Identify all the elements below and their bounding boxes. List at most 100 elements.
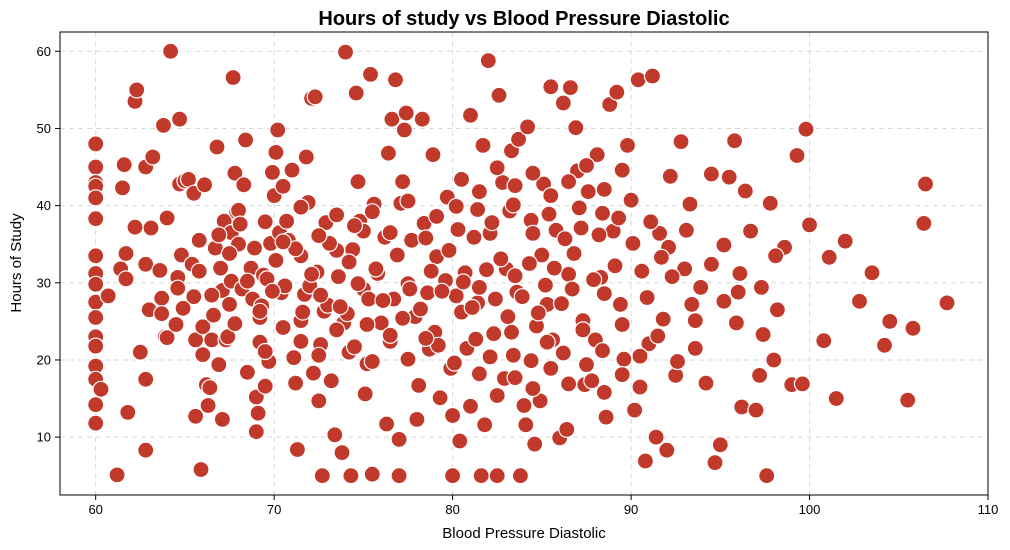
data-point [938,294,956,312]
data-point [249,404,267,422]
data-point [618,136,637,154]
data-point [567,119,585,137]
data-point [788,146,806,165]
data-point [797,120,815,138]
data-point [381,224,399,242]
data-point [461,106,480,124]
data-point [142,219,160,237]
data-point [390,467,408,485]
data-point [304,364,322,382]
data-point [251,302,269,320]
data-point [196,176,214,194]
data-point [766,247,785,265]
data-point [117,270,135,288]
data-point [488,159,506,177]
data-point [729,283,747,301]
data-point [328,321,346,339]
data-point [595,180,613,198]
data-point [479,51,497,70]
data-point [363,352,381,371]
data-point [162,42,180,60]
data-point [754,325,772,344]
x-tick-label: 60 [88,502,102,517]
data-point [203,286,221,304]
data-point [899,391,917,409]
data-point [306,88,324,106]
data-point [158,329,176,347]
data-point [486,290,504,308]
data-point [194,346,212,364]
data-point [768,301,787,319]
chart-title: Hours of study vs Blood Pressure Diastol… [318,8,729,30]
data-point [137,441,155,459]
data-point [711,436,729,454]
data-point [363,203,381,221]
data-point [220,295,239,313]
data-point [570,199,588,217]
data-point [542,78,560,96]
data-point [793,375,812,393]
data-point [584,271,603,289]
data-point [545,259,563,277]
data-point [201,379,219,397]
data-point [329,268,347,286]
data-point [631,347,649,365]
data-point [87,396,105,414]
data-point [256,377,274,395]
data-point [126,218,144,236]
data-point [192,460,210,479]
data-point [559,375,578,393]
data-point [827,389,845,408]
data-point [577,356,596,374]
data-point [542,359,560,377]
data-point [850,292,869,310]
data-point [747,401,765,419]
data-point [727,314,746,332]
data-point [488,467,506,485]
data-point [506,267,524,285]
data-point [449,220,467,239]
data-point [650,224,669,242]
data-point [336,43,355,61]
data-point [463,298,481,317]
data-point [451,432,469,450]
data-point [297,148,315,166]
data-point [113,179,132,197]
data-point [595,285,613,303]
data-point [360,290,378,308]
data-point [174,299,192,317]
data-point [538,333,556,351]
data-point [326,426,344,444]
data-point [638,288,656,307]
data-point [256,213,274,231]
data-point [654,310,672,328]
data-point [417,229,435,247]
data-point [613,161,631,179]
plot-frame [59,31,989,496]
data-point [219,328,237,346]
data-point [408,410,426,428]
data-point [383,110,401,128]
data-point [356,385,374,403]
data-point [403,231,421,249]
data-point [642,213,660,231]
data-point [875,336,894,354]
data-point [312,286,330,304]
data-point [467,330,485,348]
data-point [424,146,442,164]
data-point [629,71,647,89]
data-point [686,339,704,357]
data-point [367,260,385,278]
data-point [153,305,171,323]
x-tick-label: 110 [978,502,999,517]
data-point [765,351,783,369]
data-point [399,350,417,368]
data-point [761,194,779,212]
data-point [204,306,223,324]
data-point [509,130,528,148]
data-point [388,246,406,264]
data-point [565,244,583,263]
y-tick-label: 20 [37,352,51,367]
data-point [681,195,699,213]
